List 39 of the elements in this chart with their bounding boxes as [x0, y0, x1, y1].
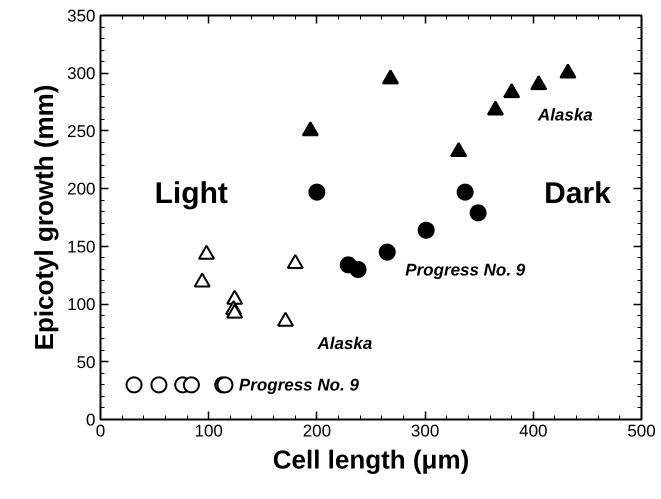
point	[470, 204, 487, 222]
point	[382, 69, 399, 84]
point	[277, 312, 294, 327]
point	[286, 254, 304, 269]
y-tick-label: 100	[67, 295, 96, 314]
point	[302, 121, 319, 136]
y-tick-label: 150	[67, 237, 96, 256]
point	[150, 376, 168, 394]
annotation: Light	[154, 176, 228, 210]
y-tick-label: 50	[76, 352, 96, 372]
point	[486, 100, 504, 116]
x-tick-label: 400	[519, 422, 548, 440]
point	[530, 75, 548, 90]
point	[450, 142, 468, 158]
point	[182, 376, 200, 394]
point	[194, 272, 211, 288]
annotation: Dark	[544, 176, 612, 210]
y-tick-label: 300	[67, 64, 96, 84]
x-axis-title: Cell length (μm)	[272, 444, 470, 474]
x-tick-label: 200	[302, 422, 332, 440]
x-tick-label: 100	[194, 422, 223, 440]
point	[350, 260, 367, 278]
y-axis-title: Epicotyl growth (mm)	[29, 84, 60, 350]
x-tick-label: 500	[627, 422, 656, 440]
point	[378, 244, 396, 261]
point	[418, 222, 435, 239]
point	[198, 244, 216, 260]
series-label: Progress No. 9	[238, 375, 360, 394]
point	[503, 83, 520, 98]
y-tick-label: 250	[67, 122, 96, 141]
x-tick-label: 300	[410, 422, 440, 440]
series-label: Progress No. 9	[405, 260, 526, 280]
series-label: Alaska	[316, 334, 372, 353]
series-label: Alaska	[536, 106, 593, 125]
y-tick-label: 200	[67, 180, 96, 199]
y-tick-label: 350	[67, 6, 96, 26]
point	[226, 304, 244, 319]
point	[126, 376, 143, 394]
point	[559, 64, 576, 79]
